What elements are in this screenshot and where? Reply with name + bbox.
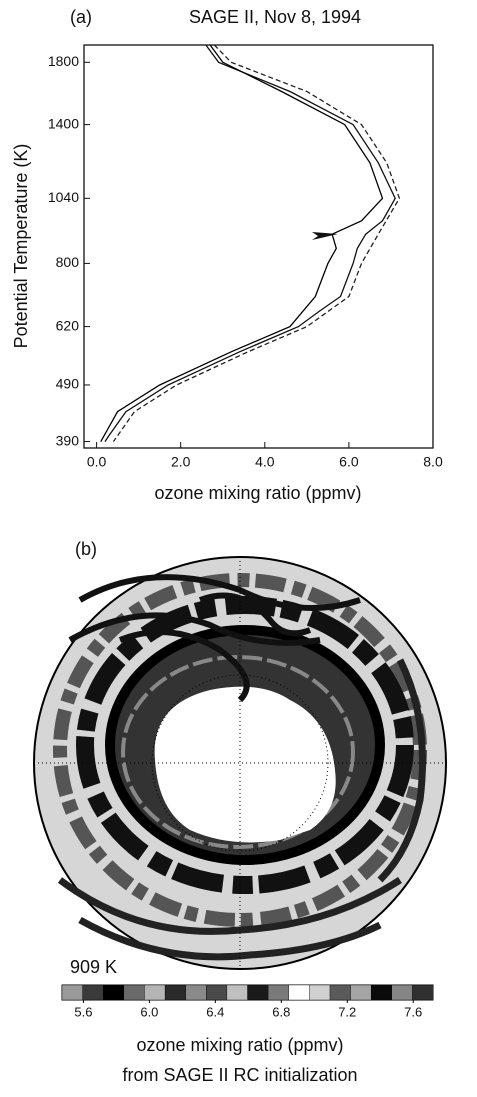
swirl (121, 655, 355, 849)
profile-line (104, 44, 396, 442)
x-tick-label: 8.0 (423, 454, 443, 470)
panel-label: (b) (75, 539, 97, 559)
colorbar-cell (82, 984, 104, 1001)
x-tick-label: 6.0 (339, 454, 359, 470)
latitude-circle (151, 674, 329, 852)
colorbar-cell (123, 984, 145, 1001)
colorbar-cell (288, 984, 310, 1001)
y-tick-label: 390 (56, 432, 80, 448)
colorbar-cell (309, 984, 331, 1001)
y-tick-label: 1800 (48, 53, 79, 69)
profile-line (112, 44, 401, 442)
colorbar-label: ozone mixing ratio (ppmv) (136, 1035, 343, 1055)
colorbar-tick-label: 7.6 (404, 1004, 422, 1019)
colorbar-cell (350, 984, 372, 1001)
level-label: 909 K (70, 957, 117, 977)
x-tick-label: 2.0 (171, 454, 191, 470)
y-axis-label: Potential Temperature (K) (11, 144, 31, 349)
colorbar-tick-label: 7.2 (338, 1004, 356, 1019)
colorbar-cell (206, 984, 228, 1001)
x-axis-label: ozone mixing ratio (ppmv) (154, 483, 361, 503)
y-tick-label: 490 (56, 376, 80, 392)
polar-map (33, 556, 447, 970)
profile-line (100, 44, 384, 442)
plot-frame (83, 44, 434, 449)
colorbar-cell (370, 984, 393, 1001)
y-tick-label: 800 (56, 254, 80, 270)
chart-title: SAGE II, Nov 8, 1994 (189, 7, 361, 27)
colorbar-cell (226, 984, 248, 1001)
colorbar-cell (391, 984, 413, 1001)
colorbar-cell (185, 984, 207, 1001)
y-tick-label: 1040 (48, 189, 79, 205)
x-tick-label: 4.0 (255, 454, 275, 470)
colorbar-cell (412, 984, 434, 1001)
colorbar-cell (144, 984, 166, 1001)
vortex-core (154, 686, 336, 843)
y-tick-label: 620 (56, 317, 80, 333)
colorbar-tick-label: 6.0 (140, 1004, 158, 1019)
panel-label: (a) (70, 7, 92, 27)
x-tick-label: 0.0 (87, 454, 107, 470)
colorbar-cell (267, 984, 290, 1001)
colorbar-cell (329, 984, 352, 1001)
colorbar-tick-label: 6.4 (206, 1004, 224, 1019)
colorbar-cell (103, 984, 125, 1001)
colorbar-tick-label: 6.8 (272, 1004, 290, 1019)
colorbar-cell (164, 984, 187, 1001)
caption: from SAGE II RC initialization (122, 1065, 357, 1085)
swirl (76, 596, 414, 894)
colorbar-cell (247, 984, 269, 1001)
colorbar-cell (61, 984, 84, 1001)
y-tick-label: 1400 (48, 115, 79, 131)
colorbar-tick-label: 5.6 (74, 1004, 92, 1019)
